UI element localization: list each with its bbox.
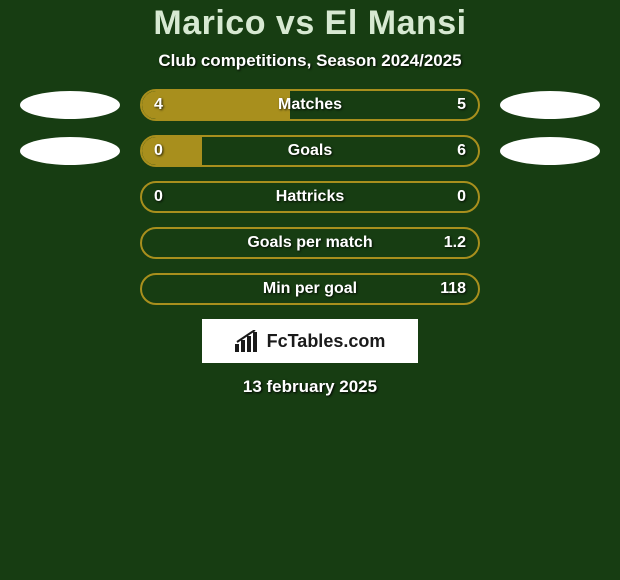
stat-bar: 0 Hattricks 0 [140,181,480,213]
stat-row: 4 Matches 5 [0,89,620,121]
date-text: 13 february 2025 [0,377,620,397]
stat-label: Goals [288,142,332,160]
stat-bar: Min per goal 118 [140,273,480,305]
stat-right-value: 0 [457,188,466,206]
stat-bar: 4 Matches 5 [140,89,480,121]
stat-right-value: 6 [457,142,466,160]
stat-left-value: 4 [154,96,163,114]
player-left-ellipse [20,137,120,165]
stat-left-value: 0 [154,142,163,160]
stat-right-value: 5 [457,96,466,114]
stat-row: Min per goal 118 [0,273,620,305]
subtitle: Club competitions, Season 2024/2025 [0,51,620,71]
stat-label: Hattricks [276,188,344,206]
player-right-ellipse [500,137,600,165]
stat-row: Goals per match 1.2 [0,227,620,259]
player-right-ellipse [500,91,600,119]
stat-left-value: 0 [154,188,163,206]
stat-bar: Goals per match 1.2 [140,227,480,259]
stat-label: Min per goal [263,280,357,298]
player-left-ellipse [20,91,120,119]
stat-row: 0 Goals 6 [0,135,620,167]
stat-bar-fill [142,91,290,119]
stat-label: Matches [278,96,342,114]
stat-right-value: 1.2 [444,234,466,252]
stat-bar: 0 Goals 6 [140,135,480,167]
page-title: Marico vs El Mansi [0,4,620,43]
stat-rows: 4 Matches 5 0 Goals 6 0 Hattricks 0 Goals per mat… [0,89,620,305]
stat-row: 0 Hattricks 0 [0,181,620,213]
brand-text: FcTables.com [267,331,386,352]
stat-label: Goals per match [247,234,372,252]
brand-logo: FcTables.com [202,319,418,363]
comparison-infographic: Marico vs El Mansi Club competitions, Se… [0,0,620,580]
stat-bar-fill [142,137,202,165]
bar-chart-icon [235,330,261,352]
stat-right-value: 118 [440,280,466,298]
